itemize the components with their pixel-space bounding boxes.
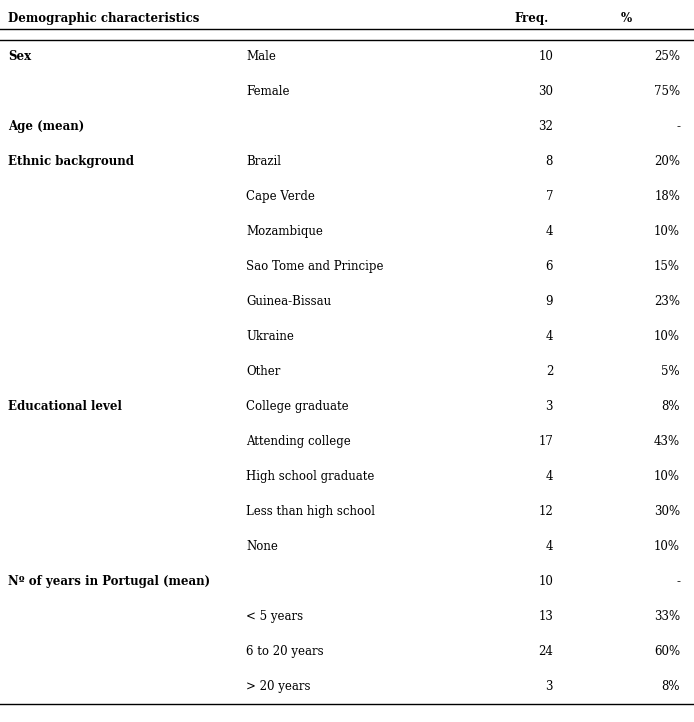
Text: 33%: 33% (654, 610, 680, 623)
Text: 10%: 10% (654, 470, 680, 483)
Text: 5%: 5% (661, 365, 680, 378)
Text: -: - (676, 120, 680, 133)
Text: 4: 4 (545, 470, 553, 483)
Text: 18%: 18% (654, 190, 680, 203)
Text: 3: 3 (545, 680, 553, 693)
Text: Demographic characteristics: Demographic characteristics (8, 12, 200, 25)
Text: 32: 32 (539, 120, 553, 133)
Text: Attending college: Attending college (246, 435, 351, 448)
Text: Cape Verde: Cape Verde (246, 190, 315, 203)
Text: Guinea-Bissau: Guinea-Bissau (246, 295, 332, 308)
Text: 10%: 10% (654, 540, 680, 553)
Text: 3: 3 (545, 400, 553, 413)
Text: %: % (621, 12, 632, 25)
Text: College graduate: College graduate (246, 400, 349, 413)
Text: 8%: 8% (661, 400, 680, 413)
Text: 23%: 23% (654, 295, 680, 308)
Text: 15%: 15% (654, 260, 680, 273)
Text: Sex: Sex (8, 50, 31, 63)
Text: Freq.: Freq. (515, 12, 549, 25)
Text: Nº of years in Portugal (mean): Nº of years in Portugal (mean) (8, 575, 210, 588)
Text: Other: Other (246, 365, 281, 378)
Text: < 5 years: < 5 years (246, 610, 303, 623)
Text: 10%: 10% (654, 330, 680, 343)
Text: 13: 13 (539, 610, 553, 623)
Text: Sao Tome and Principe: Sao Tome and Principe (246, 260, 384, 273)
Text: 12: 12 (539, 505, 553, 518)
Text: 20%: 20% (654, 155, 680, 168)
Text: Less than high school: Less than high school (246, 505, 375, 518)
Text: 2: 2 (545, 365, 553, 378)
Text: > 20 years: > 20 years (246, 680, 311, 693)
Text: Female: Female (246, 84, 290, 98)
Text: 10: 10 (539, 50, 553, 63)
Text: 60%: 60% (654, 645, 680, 658)
Text: 43%: 43% (654, 435, 680, 448)
Text: -: - (676, 575, 680, 588)
Text: 24: 24 (539, 645, 553, 658)
Text: 75%: 75% (654, 84, 680, 98)
Text: 25%: 25% (654, 50, 680, 63)
Text: 8%: 8% (661, 680, 680, 693)
Text: None: None (246, 540, 278, 553)
Text: 4: 4 (545, 330, 553, 343)
Text: Mozambique: Mozambique (246, 225, 323, 238)
Text: 6: 6 (545, 260, 553, 273)
Text: 9: 9 (545, 295, 553, 308)
Text: 6 to 20 years: 6 to 20 years (246, 645, 324, 658)
Text: Male: Male (246, 50, 276, 63)
Text: 4: 4 (545, 225, 553, 238)
Text: 4: 4 (545, 540, 553, 553)
Text: Brazil: Brazil (246, 155, 281, 168)
Text: Educational level: Educational level (8, 400, 122, 413)
Text: 10: 10 (539, 575, 553, 588)
Text: Ethnic background: Ethnic background (8, 155, 135, 168)
Text: 8: 8 (545, 155, 553, 168)
Text: 30: 30 (538, 84, 553, 98)
Text: 7: 7 (545, 190, 553, 203)
Text: High school graduate: High school graduate (246, 470, 375, 483)
Text: Age (mean): Age (mean) (8, 120, 85, 133)
Text: Ukraine: Ukraine (246, 330, 294, 343)
Text: 10%: 10% (654, 225, 680, 238)
Text: 17: 17 (539, 435, 553, 448)
Text: 30%: 30% (654, 505, 680, 518)
